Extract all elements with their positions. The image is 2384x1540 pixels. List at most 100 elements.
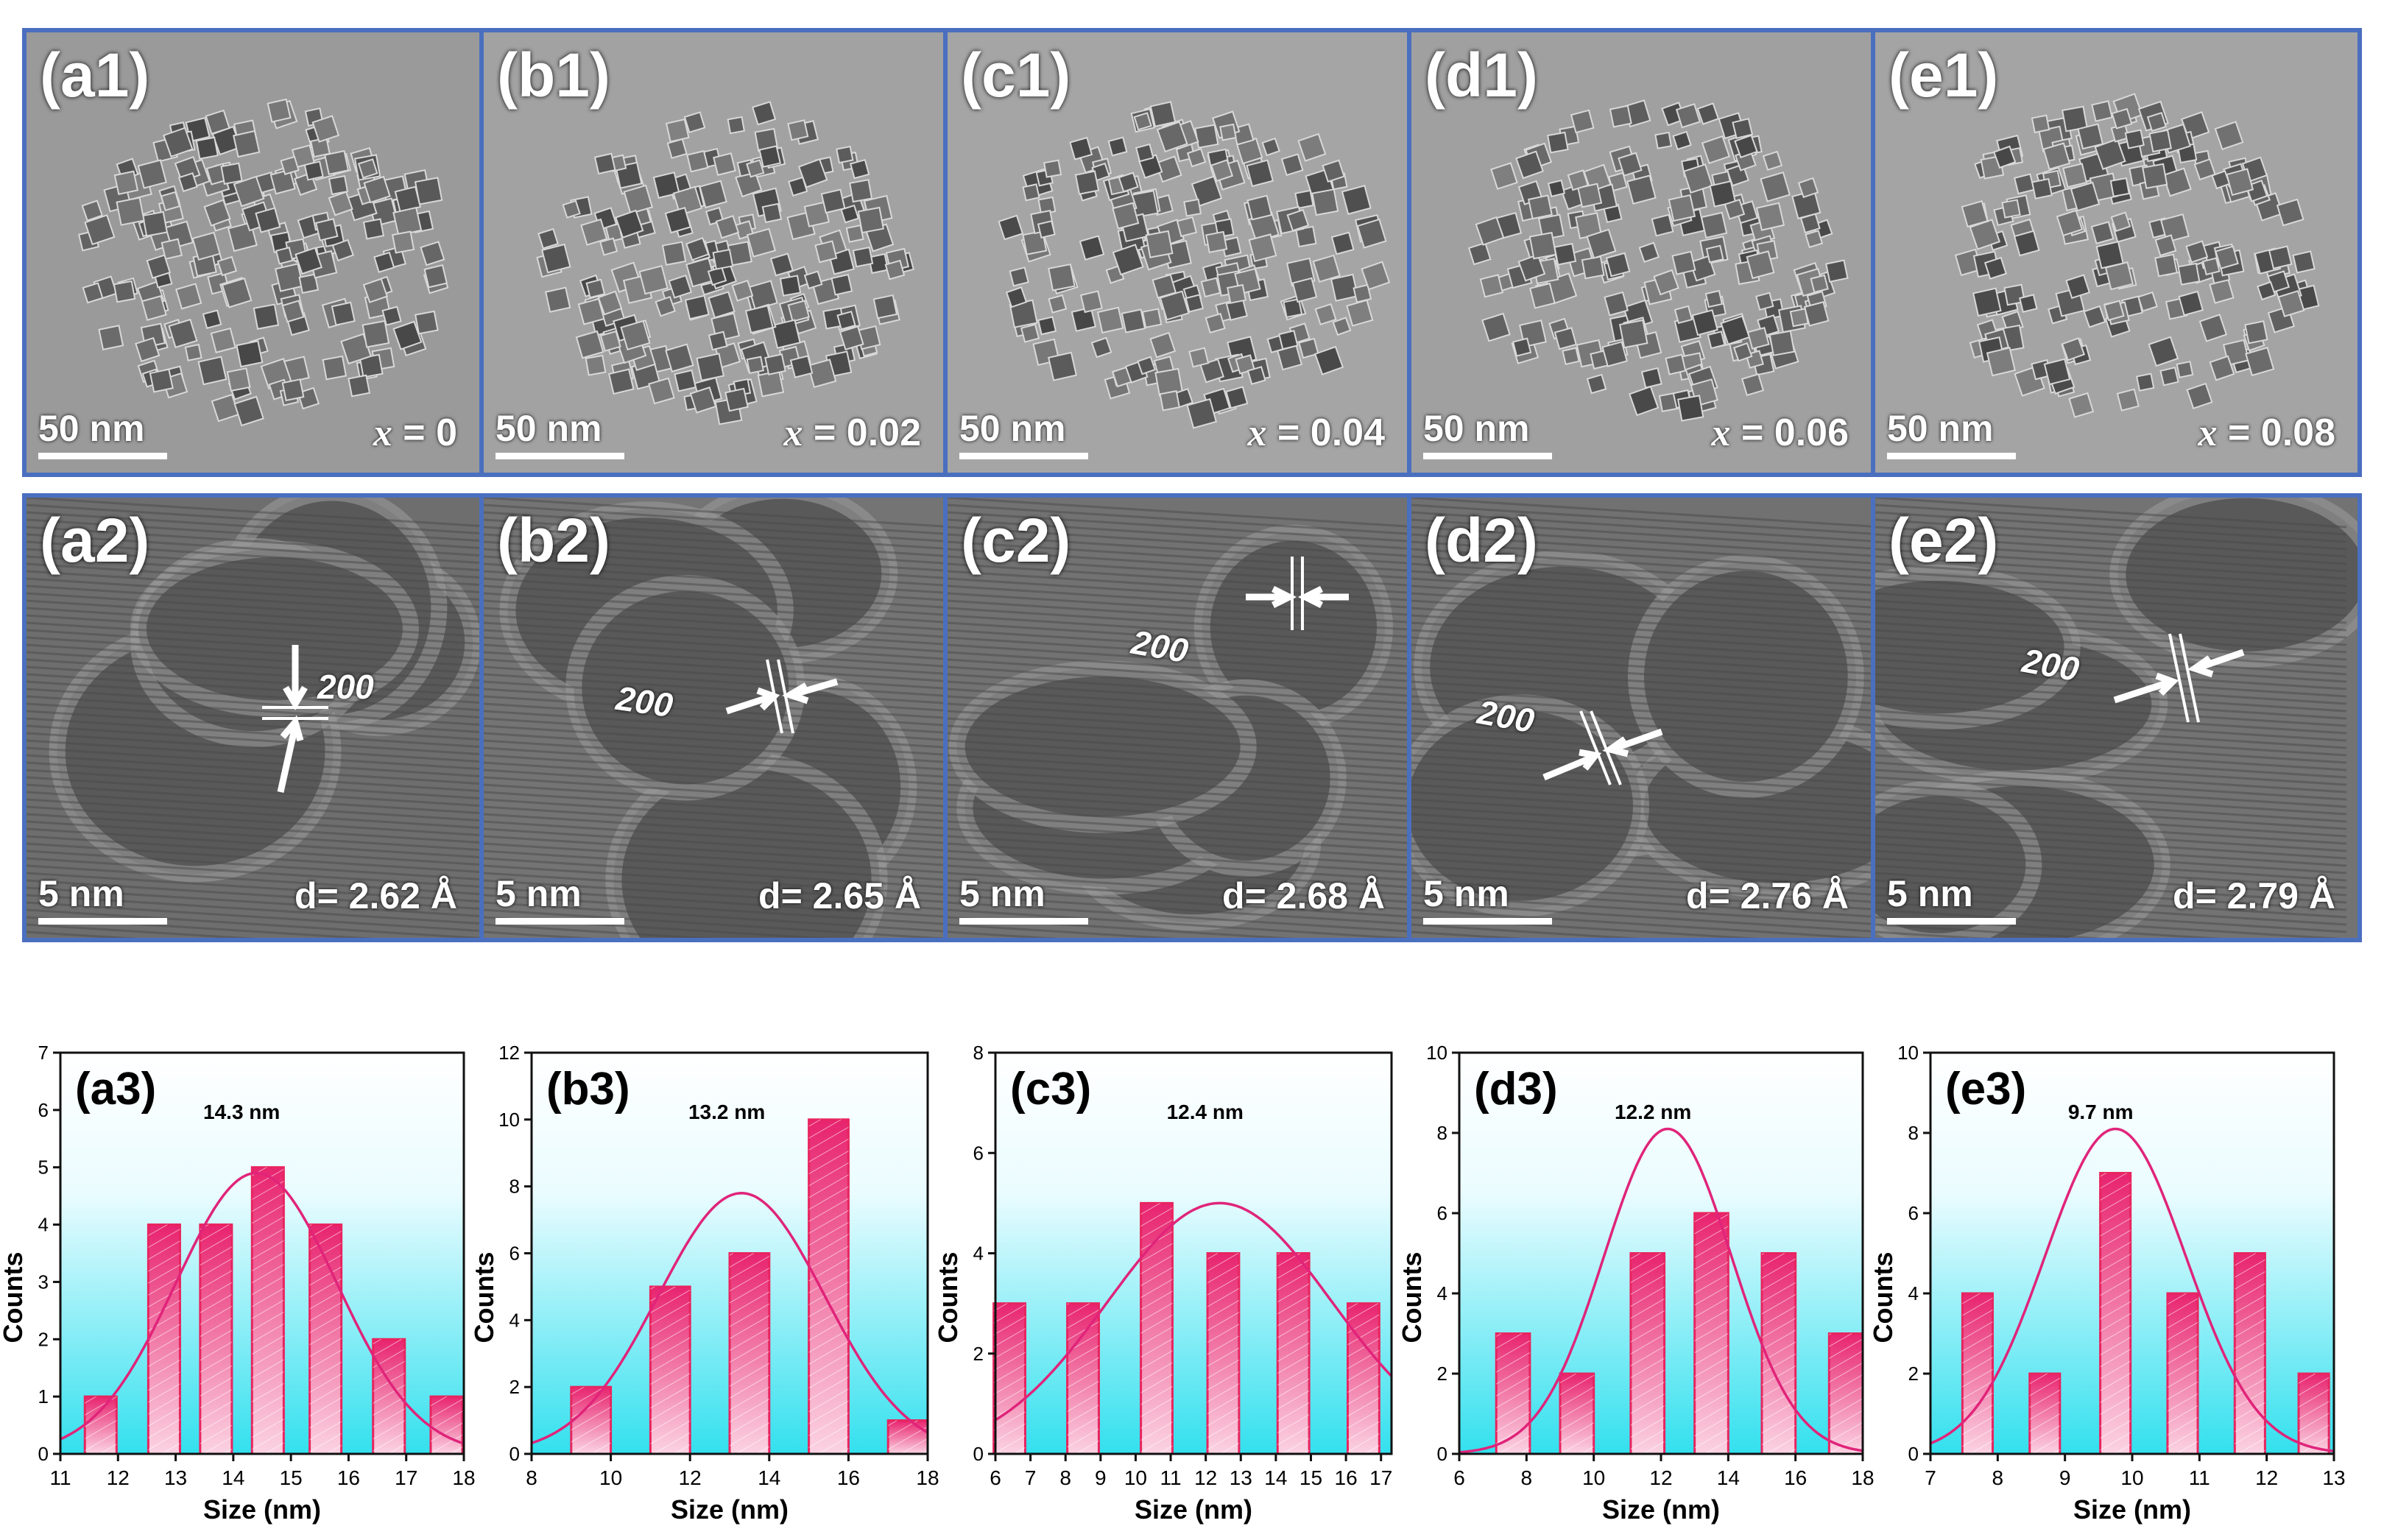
nanocube bbox=[420, 241, 445, 266]
nanocube bbox=[666, 138, 688, 159]
lattice-fringe bbox=[1411, 827, 1871, 859]
lattice-fringe bbox=[1411, 577, 1871, 609]
bar-hatch bbox=[1067, 1303, 1099, 1454]
bar-hatch bbox=[148, 1224, 180, 1454]
y-tick-label: 8 bbox=[509, 1176, 520, 1198]
nanocube bbox=[1626, 174, 1657, 205]
nanocube bbox=[392, 320, 423, 350]
nanocube bbox=[1682, 163, 1713, 194]
lattice-fringe bbox=[1411, 498, 1871, 528]
nanocube bbox=[665, 343, 694, 373]
nanocube bbox=[1199, 358, 1224, 384]
x-tick-label: 10 bbox=[1124, 1466, 1147, 1489]
nanocube bbox=[324, 149, 350, 175]
nanocube bbox=[137, 159, 167, 189]
nanocube bbox=[202, 309, 222, 329]
tem-panel-b1: (b1) 50 nm x = 0.02 bbox=[479, 32, 943, 473]
lattice-fringe bbox=[948, 504, 1407, 535]
nanocube bbox=[771, 319, 801, 349]
nanocube bbox=[684, 294, 710, 320]
nanocube bbox=[1570, 109, 1595, 134]
scale-bar-line bbox=[1423, 453, 1552, 459]
lattice-fringe bbox=[27, 769, 479, 799]
lattice-fringe bbox=[1875, 498, 2347, 529]
nanocube bbox=[1972, 287, 2002, 317]
lattice-fringe bbox=[1411, 769, 1871, 800]
nanocube bbox=[1246, 159, 1274, 188]
nanocube bbox=[2215, 245, 2239, 270]
lattice-fringe bbox=[948, 555, 1407, 587]
nanocube bbox=[1191, 175, 1223, 207]
nanocube bbox=[751, 101, 777, 126]
histogram-b3: 8 10 12 14 16 18 0 2 4 6 8 10 12 Size (nm) Counts (b3) 1… bbox=[471, 1023, 950, 1539]
nanocube bbox=[1467, 241, 1492, 266]
bar-hatch bbox=[730, 1253, 769, 1454]
lattice-fringe bbox=[1875, 761, 2347, 794]
nanocube bbox=[1755, 292, 1774, 311]
nanocube bbox=[814, 240, 838, 264]
nanocube bbox=[253, 303, 280, 330]
lattice-fringe bbox=[948, 872, 1407, 903]
panel-label: (d1) bbox=[1425, 40, 1538, 110]
nanocube bbox=[1586, 228, 1617, 259]
bar-hatch bbox=[808, 1119, 849, 1454]
nanocube bbox=[1227, 283, 1247, 304]
bar-hatch bbox=[2235, 1253, 2265, 1454]
lattice-fringe bbox=[484, 894, 943, 925]
nanocube bbox=[1176, 216, 1198, 238]
nanocube bbox=[727, 116, 746, 135]
x-tick-label: 14 bbox=[1264, 1466, 1287, 1489]
lattice-fringe bbox=[1411, 504, 1871, 535]
panel-label: (a2) bbox=[40, 506, 150, 575]
lattice-fringe bbox=[484, 614, 943, 646]
nanocube bbox=[1225, 298, 1248, 321]
nanocube bbox=[683, 111, 706, 133]
scale-bar-line bbox=[496, 453, 624, 459]
nanocube bbox=[585, 354, 607, 376]
tem-panel-d1: (d1) 50 nm x = 0.06 bbox=[1407, 32, 1871, 473]
nanocube bbox=[1152, 274, 1177, 299]
lattice-fringe bbox=[27, 621, 479, 652]
scale-bar: 5 nm bbox=[496, 872, 624, 925]
y-axis-label: Counts bbox=[471, 1252, 499, 1343]
lattice-fringe bbox=[1411, 776, 1871, 808]
bar-hatch bbox=[2029, 1374, 2060, 1454]
nanocube bbox=[1185, 294, 1205, 313]
x-tick-label: 10 bbox=[599, 1466, 622, 1489]
nanocube bbox=[2214, 121, 2244, 151]
lattice-fringe bbox=[1875, 886, 2347, 919]
lattice-fringe bbox=[948, 769, 1407, 800]
lattice-fringe bbox=[484, 629, 943, 660]
nanocube bbox=[1159, 390, 1181, 412]
lattice-fringe bbox=[484, 864, 943, 896]
nanocube bbox=[1145, 230, 1174, 258]
nanocube bbox=[233, 395, 264, 427]
lattice-fringe bbox=[948, 901, 1407, 933]
x-tick-label: 18 bbox=[1851, 1466, 1874, 1489]
nanocube bbox=[195, 136, 219, 160]
x-value: = 0.02 bbox=[813, 412, 921, 454]
gaussian-fit-curve bbox=[60, 1171, 465, 1445]
nanocube bbox=[787, 119, 809, 141]
bar-hatch bbox=[2100, 1173, 2131, 1454]
y-tick-label: 2 bbox=[973, 1343, 984, 1365]
nanocube bbox=[884, 259, 906, 280]
bar-hatch bbox=[1277, 1253, 1310, 1454]
lattice-fringe bbox=[484, 850, 943, 881]
lattice-fringe bbox=[948, 621, 1407, 653]
nanocube bbox=[2277, 289, 2305, 318]
nanocube bbox=[2201, 257, 2221, 276]
nanocube bbox=[2013, 173, 2035, 195]
nanocube bbox=[2116, 388, 2140, 412]
nanocube bbox=[1515, 150, 1544, 180]
x-value: = 0.06 bbox=[1741, 412, 1849, 454]
y-tick-label: 0 bbox=[1437, 1443, 1447, 1465]
lattice-fringe bbox=[27, 850, 479, 880]
nanocube bbox=[2077, 123, 2104, 150]
y-tick-label: 8 bbox=[1437, 1122, 1447, 1144]
lattice-fringe bbox=[27, 636, 479, 667]
lattice-fringe bbox=[484, 658, 943, 690]
lattice-fringe bbox=[27, 599, 479, 630]
nanocube bbox=[1490, 162, 1518, 190]
hrtem-panel-b2: 200 (b2) 5 nm d= 2.65 Å bbox=[479, 498, 943, 938]
